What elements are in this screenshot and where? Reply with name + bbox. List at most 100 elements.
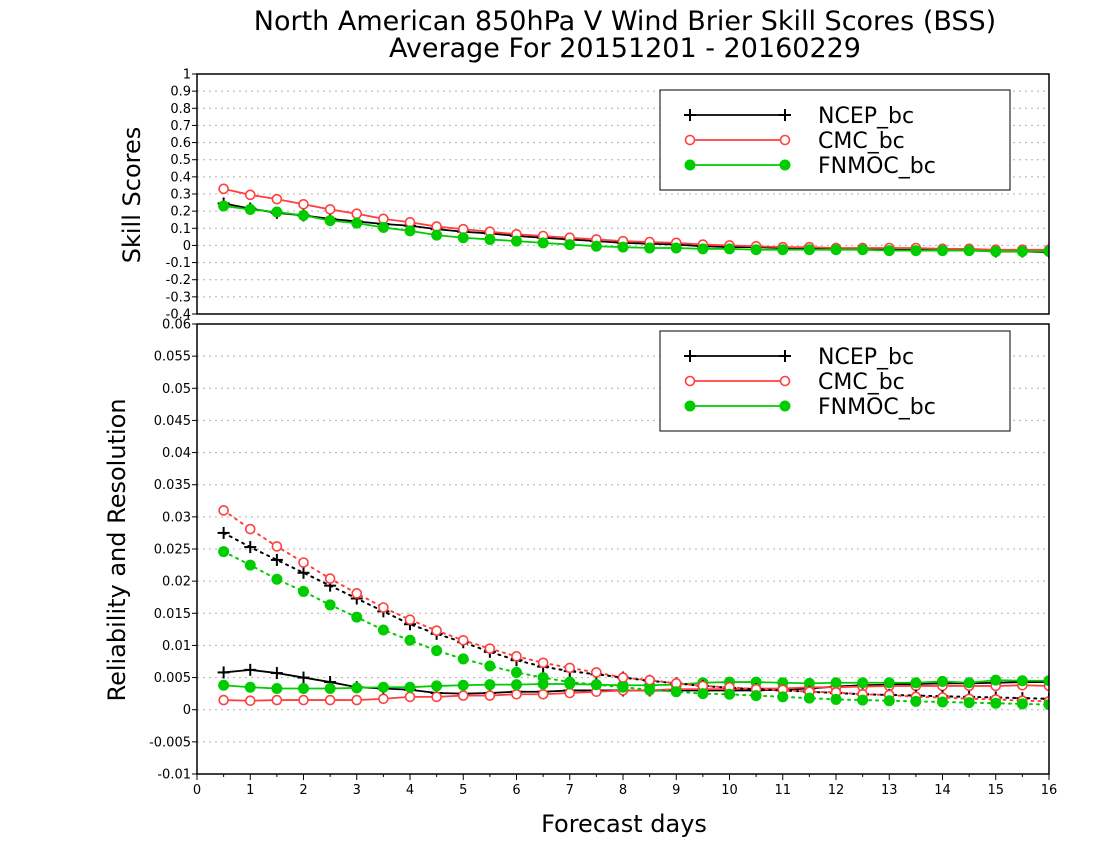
bottom-x-tick-label: 13 xyxy=(881,783,898,798)
bottom-series-fnmoc-bc-point xyxy=(431,680,443,692)
bottom-series-dotted-5-point xyxy=(1043,699,1049,711)
bottom-y-tick-label: 0.01 xyxy=(162,639,191,654)
bottom-series-dotted-3-line xyxy=(222,531,1049,700)
bottom-y-tick-label: -0.01 xyxy=(157,768,191,783)
top-series-fnmoc-bc-point xyxy=(484,233,496,245)
bottom-legend-cmc-bc-marker-start xyxy=(684,375,696,387)
bottom-series-dotted-4-point xyxy=(324,573,336,584)
bottom-series-dotted-3-point xyxy=(244,541,257,554)
bottom-series-dotted-5-point xyxy=(857,694,869,706)
y-axis-label-skill-scores: Skill Scores xyxy=(118,127,146,264)
bottom-series-ncep-bc-point xyxy=(217,666,230,679)
bottom-y-tick-label: 0.015 xyxy=(154,607,191,622)
top-y-tick-label: 0.1 xyxy=(170,222,191,237)
bottom-series-dotted-5-point xyxy=(670,686,682,698)
top-legend-ncep-bc-marker-end xyxy=(779,109,791,121)
bottom-legend-ncep-bc-marker-end xyxy=(779,350,791,362)
top-series-fnmoc-bc-point xyxy=(617,241,629,253)
top-series-fnmoc-bc-point xyxy=(990,245,1002,257)
bottom-series-dotted-5-point xyxy=(803,692,815,704)
bottom-legend-fnmoc-bc-label: FNMOC_bc xyxy=(818,395,936,420)
top-y-tick-label: 0.2 xyxy=(170,205,191,220)
bottom-series-dotted-5-point xyxy=(1016,698,1028,710)
top-series-fnmoc-bc-point xyxy=(830,244,842,256)
bottom-series-cmc-bc-point xyxy=(457,690,469,701)
bottom-y-tick-label: -0.005 xyxy=(149,735,191,750)
bottom-series-dotted-4-point xyxy=(511,651,522,662)
bottom-series-dotted-4-point xyxy=(404,614,416,626)
top-y-tick-label: -0.2 xyxy=(166,273,191,288)
top-legend-ncep-bc-label: NCEP_bc xyxy=(818,104,914,129)
bottom-series-dotted-4-point xyxy=(298,557,309,568)
bottom-series-fnmoc-bc-point xyxy=(990,674,1002,686)
bottom-series-cmc-bc-point xyxy=(537,688,549,700)
bottom-x-tick-label: 16 xyxy=(1041,783,1058,798)
bottom-series-dotted-5-point xyxy=(750,690,762,702)
bottom-series-dotted-4-point xyxy=(271,541,283,552)
bottom-legend-ncep-bc-marker-start xyxy=(684,350,696,362)
bottom-series-ncep-bc-point xyxy=(270,667,283,680)
bottom-series-dotted-4-point xyxy=(351,588,363,599)
bottom-series-fnmoc-bc-point xyxy=(511,679,522,691)
bottom-y-tick-label: 0.02 xyxy=(162,575,191,590)
top-series-cmc-bc-line xyxy=(223,187,1049,251)
x-axis-label: Forecast days xyxy=(541,810,707,838)
bottom-series-dotted-5-point xyxy=(244,559,256,571)
top-y-tick-label: 0.5 xyxy=(170,153,191,168)
top-series-cmc-bc-point xyxy=(351,208,363,220)
bottom-series-cmc-bc-point xyxy=(271,694,283,706)
bottom-x-tick-label: 0 xyxy=(193,783,201,798)
top-legend-fnmoc-bc-marker-end xyxy=(779,159,791,171)
bottom-series-dotted-5-point xyxy=(404,634,416,646)
bottom-x-tick-label: 14 xyxy=(934,783,951,798)
bottom-series-dotted-4-point xyxy=(244,523,256,535)
top-series-fnmoc-bc-point xyxy=(803,244,815,256)
bottom-series-dotted-5-point xyxy=(298,585,309,597)
top-series-fnmoc-bc-point xyxy=(271,206,283,218)
top-series-fnmoc-bc-point xyxy=(697,243,709,255)
bottom-plot-frame xyxy=(196,323,1050,775)
top-series-group xyxy=(217,183,1049,259)
bottom-y-tick-label: 0.025 xyxy=(154,543,191,558)
top-y-tick-label: 1 xyxy=(183,68,191,83)
bottom-series-fnmoc-bc-point xyxy=(830,677,842,689)
top-series-fnmoc-bc-point xyxy=(1016,245,1028,257)
bottom-series-dotted-5-point xyxy=(351,611,363,623)
top-y-tick-label: -0.1 xyxy=(166,256,191,271)
bottom-series-cmc-bc-point xyxy=(324,694,336,706)
top-series-fnmoc-bc-point xyxy=(857,244,869,256)
bottom-series-dotted-5-point xyxy=(830,693,842,705)
top-y-tick-label: 0.3 xyxy=(170,188,191,203)
top-legend-fnmoc-bc-marker-start xyxy=(684,159,696,171)
bottom-series-fnmoc-bc-point xyxy=(857,677,869,689)
top-plot-frame xyxy=(196,73,1050,315)
top-series-fnmoc-bc-point xyxy=(644,242,656,254)
bottom-series-cmc-bc-point xyxy=(244,695,256,707)
top-series-fnmoc-bc-point xyxy=(351,217,363,229)
bottom-x-tick-label: 15 xyxy=(987,783,1004,798)
top-y-tick-label: 0 xyxy=(183,239,191,254)
bottom-series-dotted-4-point xyxy=(378,602,389,613)
bottom-series-dotted-5-point xyxy=(617,681,629,693)
top-y-tick-label: -0.3 xyxy=(166,290,191,305)
top-series-fnmoc-bc-point xyxy=(777,244,789,256)
top-series-fnmoc-bc-point xyxy=(670,242,682,254)
bottom-series-dotted-4-point xyxy=(457,634,469,646)
top-y-tick-label: 0.6 xyxy=(170,136,191,151)
bottom-x-tick-label: 8 xyxy=(619,783,627,798)
bottom-series-fnmoc-bc-point xyxy=(244,681,256,693)
top-legend-ncep-bc-marker-start xyxy=(684,109,696,121)
bottom-series-dotted-4-point xyxy=(617,672,629,683)
bottom-series-dotted-5-point xyxy=(324,599,336,611)
bottom-series-dotted-5-point xyxy=(218,546,230,558)
bottom-series-dotted-5-point xyxy=(990,697,1002,709)
bottom-y-tick-label: 0 xyxy=(183,703,191,718)
bottom-x-tick-label: 3 xyxy=(353,783,361,798)
bottom-x-tick-label: 4 xyxy=(406,783,414,798)
bottom-series-fnmoc-bc-point xyxy=(1016,675,1028,687)
skill-score-panel: -0.4 -0.3 -0.2 -0.1 0 0.1 0.2 0.3 0.4 0.5 0.6 0.7 0.… xyxy=(166,68,1050,323)
top-series-fnmoc-bc-point xyxy=(564,239,576,251)
bottom-x-tick-label: 10 xyxy=(721,783,738,798)
bottom-x-tick-label: 12 xyxy=(828,783,845,798)
